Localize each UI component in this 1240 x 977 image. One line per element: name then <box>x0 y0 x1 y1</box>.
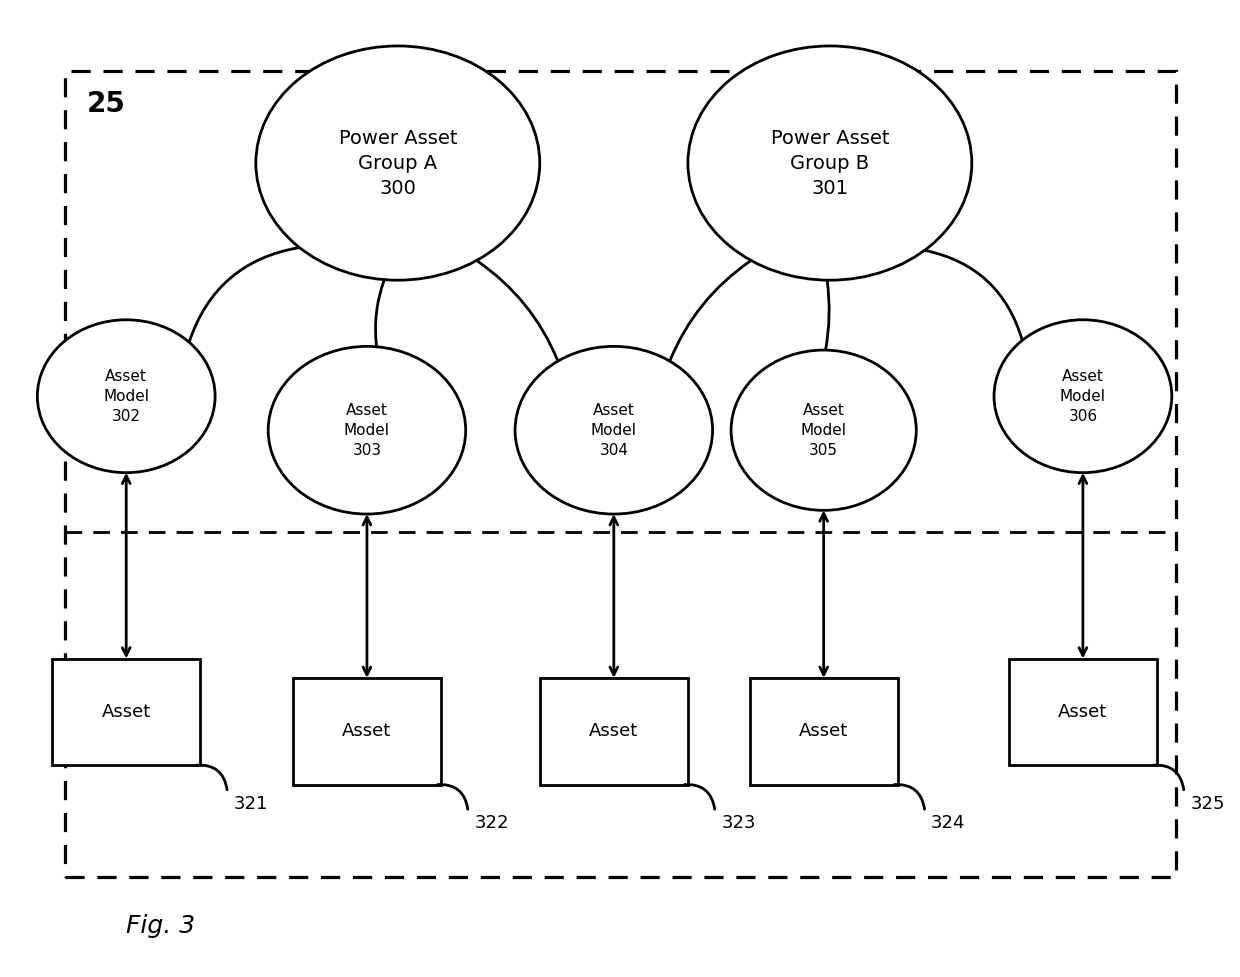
Text: Asset
Model
306: Asset Model 306 <box>1060 369 1106 423</box>
Text: Asset
Model
302: Asset Model 302 <box>103 369 149 423</box>
Ellipse shape <box>732 350 916 510</box>
Text: 325: 325 <box>1190 794 1225 813</box>
Bar <box>539 678 688 785</box>
Text: Fig. 3: Fig. 3 <box>126 913 196 938</box>
Text: Power Asset
Group A
300: Power Asset Group A 300 <box>339 129 458 197</box>
Text: Asset
Model
305: Asset Model 305 <box>801 403 847 457</box>
Text: Power Asset
Group B
301: Power Asset Group B 301 <box>770 129 889 197</box>
Text: 324: 324 <box>931 814 966 832</box>
Bar <box>64 70 1176 877</box>
Ellipse shape <box>268 347 466 514</box>
Bar <box>52 658 201 765</box>
Text: 322: 322 <box>475 814 508 832</box>
Text: 25: 25 <box>87 90 125 118</box>
Bar <box>293 678 441 785</box>
Bar <box>1009 658 1157 765</box>
Ellipse shape <box>37 319 215 473</box>
Text: Asset: Asset <box>102 702 151 721</box>
Ellipse shape <box>688 46 972 280</box>
Text: Asset
Model
304: Asset Model 304 <box>590 403 637 457</box>
Text: 321: 321 <box>233 794 268 813</box>
Text: Asset: Asset <box>1058 702 1107 721</box>
Ellipse shape <box>994 319 1172 473</box>
Text: Asset
Model
303: Asset Model 303 <box>343 403 389 457</box>
Ellipse shape <box>515 347 713 514</box>
Text: Asset: Asset <box>342 722 392 741</box>
Text: 323: 323 <box>722 814 755 832</box>
Bar <box>750 678 898 785</box>
Ellipse shape <box>255 46 539 280</box>
Text: Asset: Asset <box>589 722 639 741</box>
Text: Asset: Asset <box>799 722 848 741</box>
